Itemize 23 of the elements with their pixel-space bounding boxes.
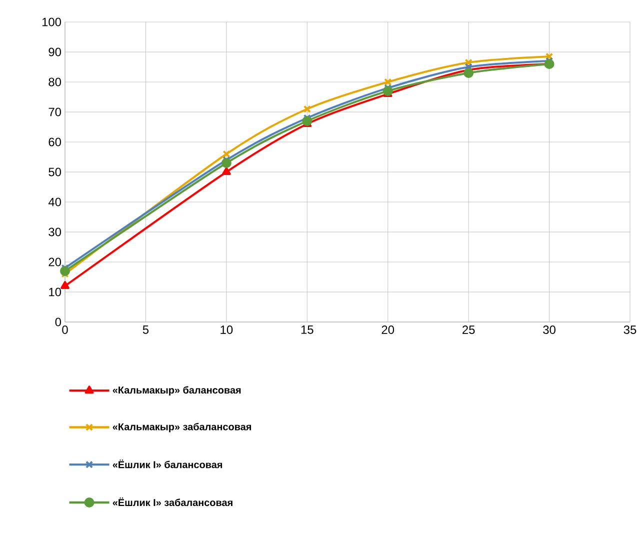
y-tick-label: 80 xyxy=(48,78,62,86)
legend-label: «Кальмакыр» балансовая xyxy=(112,386,241,396)
legend-label: «Кальмакыр» забалансовая xyxy=(112,422,251,432)
y-tick-label: 0 xyxy=(55,318,62,326)
x-tick-label: 20 xyxy=(382,326,394,334)
x-tick-label: 0 xyxy=(62,326,68,334)
y-tick-label: 30 xyxy=(48,228,62,236)
y-tick-label: 10 xyxy=(49,288,62,296)
legend-label: «Ёшлик I» забалансовая xyxy=(112,497,232,506)
y-tick-label: 100 xyxy=(42,18,62,26)
y-tick-label: 70 xyxy=(48,108,62,116)
x-tick-label: 15 xyxy=(301,326,314,334)
x-tick-label: 5 xyxy=(142,326,149,334)
x-tick-label: 10 xyxy=(220,326,233,334)
x-tick-label: 35 xyxy=(624,326,636,334)
y-tick-label: 90 xyxy=(48,48,62,56)
x-tick-label: 25 xyxy=(462,326,475,334)
x-tick-label: 30 xyxy=(543,326,556,334)
y-tick-label: 50 xyxy=(48,168,62,176)
y-tick-label: 60 xyxy=(48,138,62,146)
y-tick-label: 20 xyxy=(48,258,62,266)
legend-label: «Ёшлик I» балансовая xyxy=(112,460,222,468)
y-tick-label: 40 xyxy=(48,198,62,206)
